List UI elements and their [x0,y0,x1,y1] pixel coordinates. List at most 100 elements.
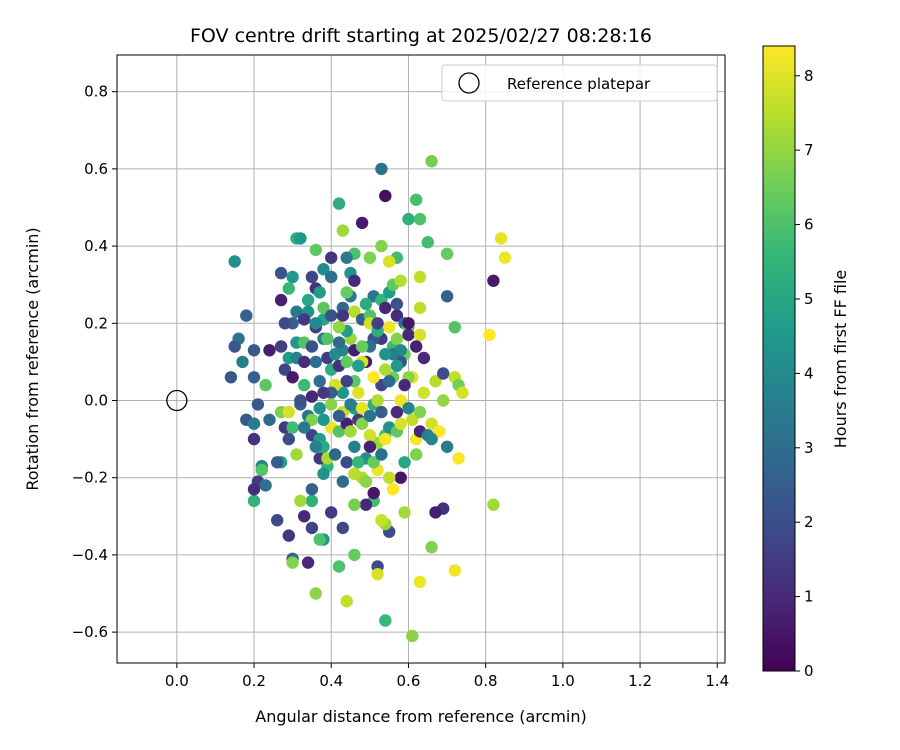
data-point [355,402,369,415]
data-point [309,440,322,453]
data-point [309,317,322,330]
y-tick-label: 0.6 [84,160,108,178]
data-point [282,405,295,419]
colorbar-gradient [762,45,796,672]
colorbar-label: Hours from first FF file [831,270,850,449]
data-point [271,514,284,527]
data-point [379,189,392,203]
reference-platepar-point [166,389,188,412]
data-point [398,506,411,519]
data-point [402,212,415,226]
data-point [410,448,423,461]
data-point [394,417,407,430]
x-axis-ticks: 0.0 0.2 0.4 0.6 0.8 1.0 1.2 1.4 [165,663,729,690]
data-point [398,378,411,392]
data-point [390,309,404,322]
data-point [413,212,427,226]
colorbar: 0 1 2 3 4 5 6 7 8 Hours from first FF file [762,45,850,680]
data-point [390,297,404,311]
data-point [325,398,338,411]
plot-frame [116,54,726,664]
data-point [340,456,353,469]
data-point [274,340,288,353]
data-point [305,270,319,284]
data-point [390,359,404,372]
data-point [301,556,315,569]
data-point [402,317,415,330]
data-point [348,467,361,480]
x-tick-label: 0.0 [165,672,189,690]
colorbar-ticks: 0 1 2 3 4 5 6 7 8 [795,67,814,680]
colorbar-tick-label: 1 [804,588,814,606]
data-point [498,251,512,264]
data-point [425,155,438,168]
data-point [340,251,353,264]
data-point [363,440,377,453]
data-point [359,297,373,311]
data-point [228,255,241,268]
data-point [413,301,427,315]
data-point [367,371,380,384]
y-tick-label: −0.6 [72,623,108,641]
data-point [325,506,338,519]
colorbar-tick-label: 8 [804,67,814,85]
data-point [247,344,261,357]
data-point [417,351,431,365]
data-point [313,286,326,299]
data-point [448,321,461,334]
data-point [286,556,299,569]
data-point [321,332,334,345]
data-point [371,394,384,407]
y-tick-label: 0.0 [84,391,108,409]
data-point [379,301,392,315]
data-point [355,216,369,230]
data-point [375,239,388,253]
y-tick-label: 0.4 [84,237,108,255]
data-point [332,425,346,438]
data-point [309,243,322,257]
colorbar-tick-label: 6 [804,216,814,234]
data-point [301,293,315,307]
data-point [247,494,261,508]
data-point [247,432,261,446]
data-point [402,402,415,415]
data-point [355,340,369,353]
data-point [413,328,427,342]
data-point [236,355,249,369]
y-axis-ticks: −0.6 −0.4 −0.2 0.0 0.2 0.4 0.6 0.8 [72,83,117,641]
data-point [375,162,388,176]
x-tick-label: 0.2 [242,672,266,690]
data-point [282,282,295,295]
data-point [448,564,461,577]
data-point [355,417,369,430]
data-point [294,232,307,245]
data-point [440,290,454,303]
data-point [379,348,392,361]
data-point [317,263,330,276]
data-point [263,344,276,357]
data-point [313,375,326,388]
x-tick-label: 0.8 [474,672,498,690]
data-point [487,274,500,287]
data-point [317,413,330,426]
data-point [413,405,427,419]
data-point [305,340,319,353]
data-point [348,440,361,453]
legend: Reference platepar [441,64,718,102]
data-point [336,475,349,488]
data-point [294,494,307,508]
data-point [274,266,288,280]
data-point [332,336,346,349]
data-point [421,236,434,249]
data-point [251,398,265,411]
data-point [286,270,299,284]
data-point [240,309,253,322]
data-point [290,448,303,461]
data-point [340,286,353,299]
data-point [332,409,346,423]
data-point [336,521,349,535]
y-axis-label: Rotation from reference (arcmin) [23,227,42,490]
data-point [383,255,396,268]
data-point [406,413,419,426]
